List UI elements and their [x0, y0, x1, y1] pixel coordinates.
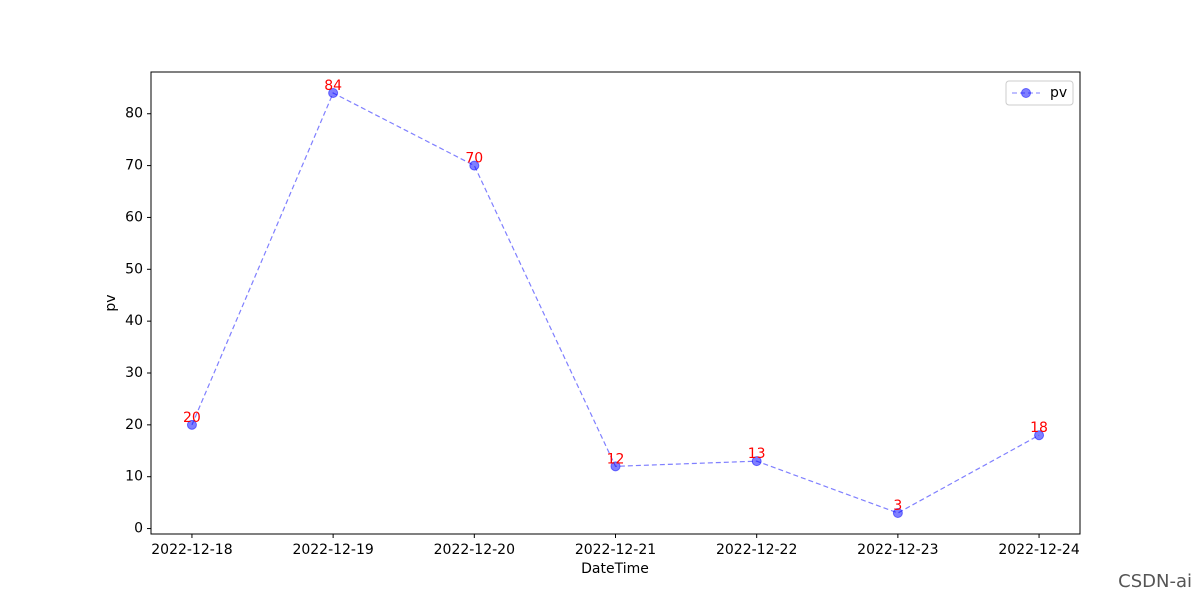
- value-label: 70: [465, 151, 483, 167]
- value-label: 20: [183, 410, 201, 426]
- x-tick-label: 2022-12-22: [716, 542, 797, 558]
- value-label: 84: [324, 78, 342, 94]
- x-axis-label: DateTime: [581, 561, 649, 577]
- value-label: 13: [748, 446, 766, 462]
- value-label: 12: [607, 451, 625, 467]
- y-tick-label: 30: [125, 365, 143, 381]
- point: [469, 160, 480, 171]
- x-tick-label: 2022-12-18: [151, 542, 232, 558]
- point: [751, 456, 762, 467]
- x-tick-label: 2022-12-21: [575, 542, 656, 558]
- point: [1034, 430, 1045, 441]
- y-tick-label: 20: [125, 417, 143, 433]
- point: [186, 419, 197, 430]
- y-tick-label: 80: [125, 106, 143, 122]
- legend-marker: [1021, 88, 1031, 98]
- point: [328, 88, 339, 98]
- y-tick-label: 60: [125, 209, 143, 225]
- value-label: 18: [1030, 420, 1048, 436]
- watermark: CSDN-ai: [1118, 571, 1192, 592]
- y-tick-label: 70: [125, 158, 143, 174]
- point: [892, 508, 903, 518]
- point: [610, 461, 621, 472]
- series-line: [191, 92, 1040, 514]
- y-tick-label: 10: [125, 469, 143, 485]
- y-tick-label: 50: [125, 261, 143, 277]
- y-tick-label: 40: [125, 313, 143, 329]
- x-tick-label: 2022-12-24: [998, 542, 1079, 558]
- value-label: 3: [893, 498, 902, 514]
- x-tick-label: 2022-12-20: [434, 542, 515, 558]
- x-tick-label: 2022-12-19: [292, 542, 373, 558]
- y-tick-label: 0: [134, 521, 143, 537]
- y-axis-label: pv: [103, 294, 119, 311]
- legend-label: pv: [1050, 85, 1067, 101]
- x-tick-label: 2022-12-23: [857, 542, 938, 558]
